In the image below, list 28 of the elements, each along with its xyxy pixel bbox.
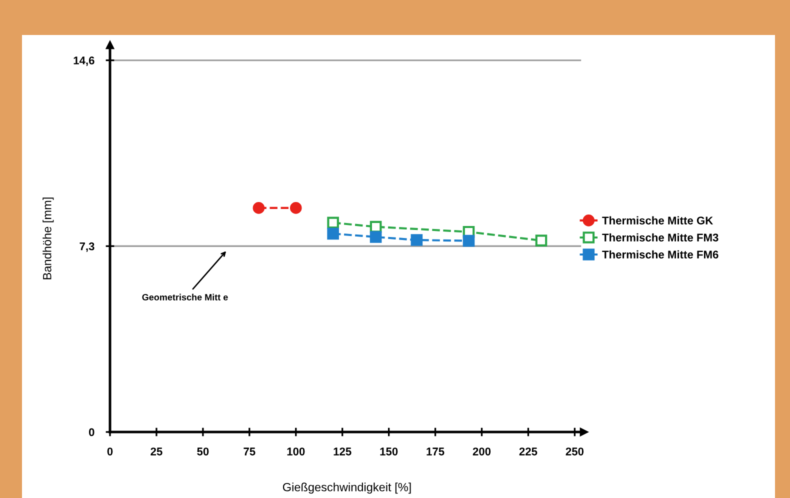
x-tick-label: 250 (566, 448, 584, 456)
x-tick-label: 125 (334, 448, 352, 456)
y-axis-title: Bandhöhe [mm] (42, 198, 54, 280)
x-tick-label: 75 (244, 448, 256, 456)
legend-label: Thermische Mitte FM6 (602, 250, 718, 259)
x-tick-label: 175 (426, 448, 444, 456)
point (290, 202, 302, 214)
point (327, 228, 339, 240)
annotation: Geometrische Mitt e (142, 294, 228, 300)
x-axis-title: Gießgeschwindigkeit [%] (282, 482, 411, 494)
y-tick-label: 0 (88, 428, 94, 436)
legend-label: Thermische Mitte GK (602, 216, 714, 224)
y-tick-label: 14,6 (74, 56, 94, 66)
x-tick-label: 200 (472, 448, 491, 456)
x-tick-label: 0 (107, 448, 113, 456)
y-tick-label: 7,3 (80, 242, 94, 252)
point (252, 202, 265, 214)
x-tick-label: 150 (380, 448, 398, 456)
point (535, 234, 548, 246)
x-tick-label: 100 (287, 448, 305, 456)
x-tick-label: 25 (150, 448, 162, 456)
point (462, 234, 475, 247)
legend-label: Thermische Mitte FM3 (602, 233, 718, 242)
x-tick-label: 225 (519, 448, 538, 456)
point (327, 216, 339, 229)
x-tick-label: 50 (197, 448, 209, 456)
point (410, 234, 423, 246)
point (370, 231, 382, 243)
